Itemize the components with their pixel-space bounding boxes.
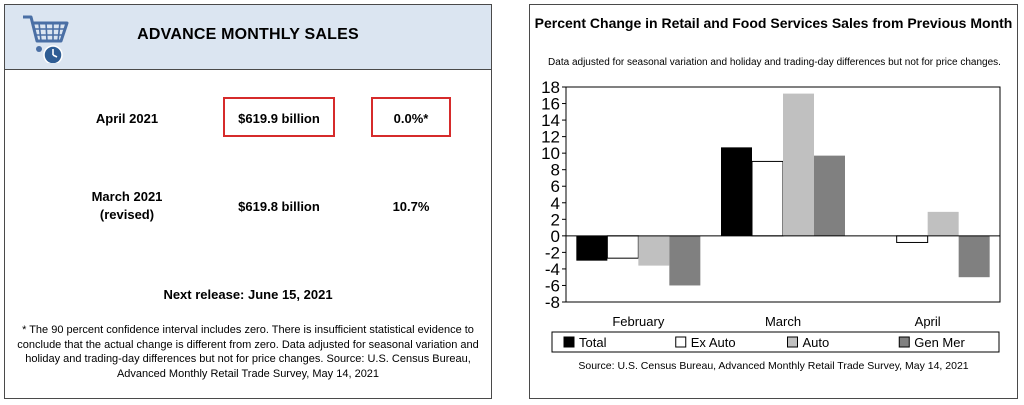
chart-subtitle: Data adjusted for seasonal variation and… bbox=[548, 57, 1001, 68]
april-amount: $619.9 billion bbox=[238, 111, 320, 126]
march-amount: $619.8 billion bbox=[238, 199, 320, 214]
april-label: April 2021 bbox=[95, 111, 159, 126]
y-tick-label: -8 bbox=[545, 293, 560, 312]
amount-highlight-box bbox=[223, 97, 335, 137]
y-tick-label: 2 bbox=[551, 210, 560, 229]
shopping-cart-clock-icon bbox=[23, 15, 69, 63]
march-change: 10.7% bbox=[392, 199, 430, 214]
legend-label: Gen Mer bbox=[914, 335, 965, 350]
march-label: March 2021 bbox=[91, 189, 163, 204]
y-tick-label: 18 bbox=[541, 78, 560, 97]
y-tick-label: -2 bbox=[545, 243, 560, 262]
panel-header: ADVANCE MONTHLY SALES bbox=[5, 5, 491, 70]
legend-swatch bbox=[898, 336, 910, 348]
chart-panel: Percent Change in Retail and Food Servic… bbox=[529, 4, 1018, 399]
y-tick-label: 6 bbox=[551, 177, 560, 196]
bar bbox=[958, 235, 990, 278]
legend-box bbox=[551, 331, 1000, 353]
chart-title: Percent Change in Retail and Food Servic… bbox=[534, 15, 1013, 31]
x-tick-label: February bbox=[612, 314, 665, 329]
bar bbox=[814, 155, 845, 236]
bar bbox=[783, 93, 814, 236]
legend-swatch bbox=[675, 336, 687, 348]
legend-label: Auto bbox=[803, 335, 830, 350]
footnote: * The 90 percent confidence interval inc… bbox=[17, 324, 479, 380]
y-tick-label: 14 bbox=[541, 111, 560, 130]
chart-source: Source: U.S. Census Bureau, Advanced Mon… bbox=[578, 360, 969, 372]
bar bbox=[669, 235, 701, 286]
bar bbox=[721, 147, 752, 236]
sales-summary-panel: ADVANCE MONTHLY SALES April 2021 $619.9 … bbox=[4, 4, 492, 399]
y-tick-label: -4 bbox=[545, 260, 560, 279]
april-change: 0.0%* bbox=[393, 111, 429, 126]
legend-swatch bbox=[787, 336, 798, 348]
bar bbox=[927, 211, 959, 236]
legend-label: Total bbox=[579, 335, 607, 350]
march-revised-note: (revised) bbox=[99, 207, 155, 222]
y-tick-label: -6 bbox=[545, 276, 560, 295]
y-tick-label: 10 bbox=[541, 144, 560, 163]
x-tick-label: April bbox=[915, 314, 941, 329]
bar bbox=[576, 235, 608, 261]
y-tick-label: 8 bbox=[551, 161, 560, 180]
y-tick-label: 4 bbox=[551, 194, 560, 213]
y-tick-label: 12 bbox=[541, 128, 560, 147]
y-tick-label: 0 bbox=[551, 227, 560, 246]
legend-swatch bbox=[563, 336, 575, 348]
panel-title: ADVANCE MONTHLY SALES bbox=[137, 26, 359, 43]
bar bbox=[896, 235, 929, 243]
next-release: Next release: June 15, 2021 bbox=[163, 287, 333, 302]
bar bbox=[606, 235, 639, 259]
bar bbox=[638, 235, 670, 266]
y-tick-label: 16 bbox=[541, 95, 560, 114]
bar bbox=[751, 160, 784, 237]
x-tick-label: March bbox=[765, 314, 801, 329]
change-highlight-box bbox=[371, 97, 451, 137]
legend-label: Ex Auto bbox=[691, 335, 736, 350]
